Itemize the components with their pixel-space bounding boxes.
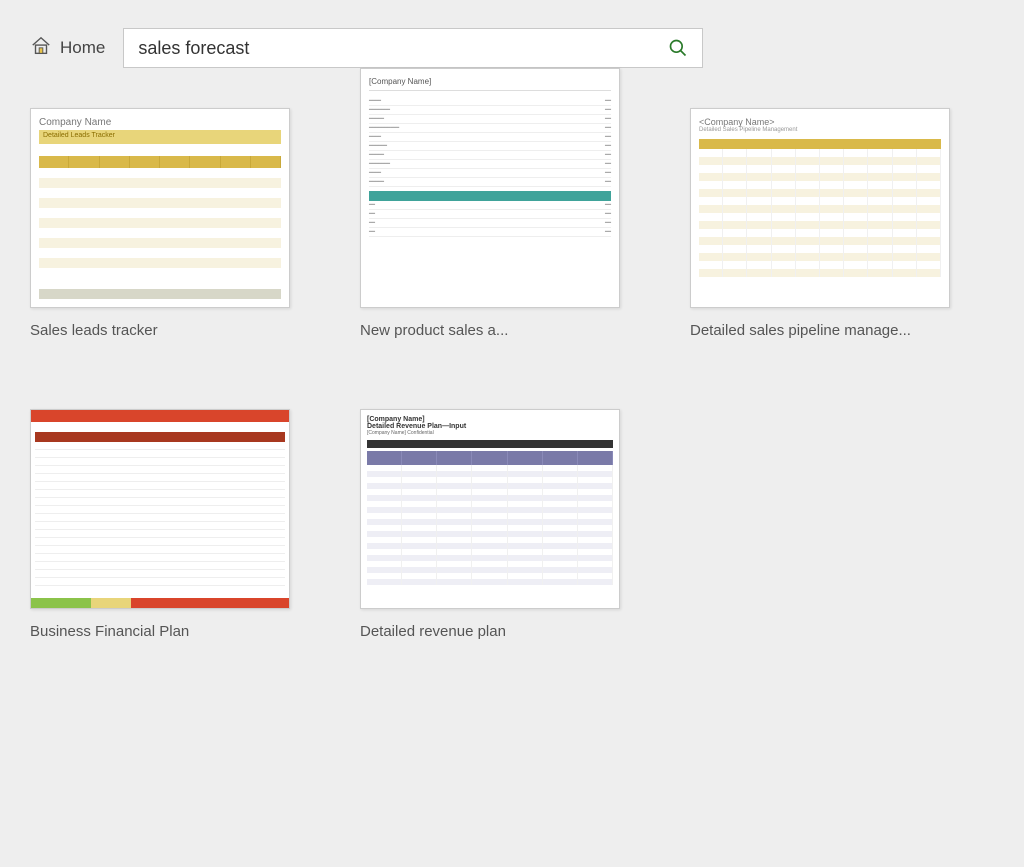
- thumb-subtitle: Detailed Sales Pipeline Management: [699, 127, 941, 133]
- thumb-title: [Company Name]: [367, 416, 613, 423]
- home-button[interactable]: Home: [30, 35, 105, 62]
- home-icon: [30, 35, 52, 62]
- template-card-detailed-sales-pipeline[interactable]: <Company Name> Detailed Sales Pipeline M…: [690, 108, 950, 339]
- template-caption: Business Financial Plan: [30, 623, 290, 640]
- template-card-sales-leads-tracker[interactable]: Company Name Detailed Leads Tracker Sale…: [30, 108, 290, 339]
- template-caption: New product sales a...: [360, 322, 620, 339]
- template-caption: Detailed sales pipeline manage...: [690, 322, 950, 339]
- search-box[interactable]: [123, 28, 703, 68]
- template-card-business-financial-plan[interactable]: Business Financial Plan: [30, 409, 290, 640]
- template-card-new-product-sales[interactable]: [Company Name] ━━━━━━ ━━━━━━━━━ ━━━━━━━ …: [360, 108, 620, 339]
- thumb-subtitle-bar: Detailed Leads Tracker: [39, 130, 281, 144]
- search-icon[interactable]: [664, 34, 692, 62]
- template-thumbnail: <Company Name> Detailed Sales Pipeline M…: [690, 108, 950, 308]
- template-grid: Company Name Detailed Leads Tracker Sale…: [0, 68, 1024, 680]
- template-caption: Sales leads tracker: [30, 322, 290, 339]
- home-label: Home: [60, 38, 105, 58]
- thumb-title: Company Name: [39, 117, 281, 128]
- search-input[interactable]: [138, 38, 664, 59]
- template-thumbnail: [30, 409, 290, 609]
- template-thumbnail: [Company Name] ━━━━━━ ━━━━━━━━━ ━━━━━━━ …: [360, 68, 620, 308]
- thumb-title: <Company Name>: [699, 117, 941, 127]
- thumb-title: [Company Name]: [369, 77, 611, 91]
- template-card-detailed-revenue-plan[interactable]: [Company Name] Detailed Revenue Plan—Inp…: [360, 409, 620, 640]
- thumb-subtitle: Detailed Revenue Plan—Input: [367, 423, 613, 430]
- template-thumbnail: Company Name Detailed Leads Tracker: [30, 108, 290, 308]
- template-caption: Detailed revenue plan: [360, 623, 620, 640]
- template-thumbnail: [Company Name] Detailed Revenue Plan—Inp…: [360, 409, 620, 609]
- thumb-confidential: [Company Name] Confidential: [367, 430, 613, 436]
